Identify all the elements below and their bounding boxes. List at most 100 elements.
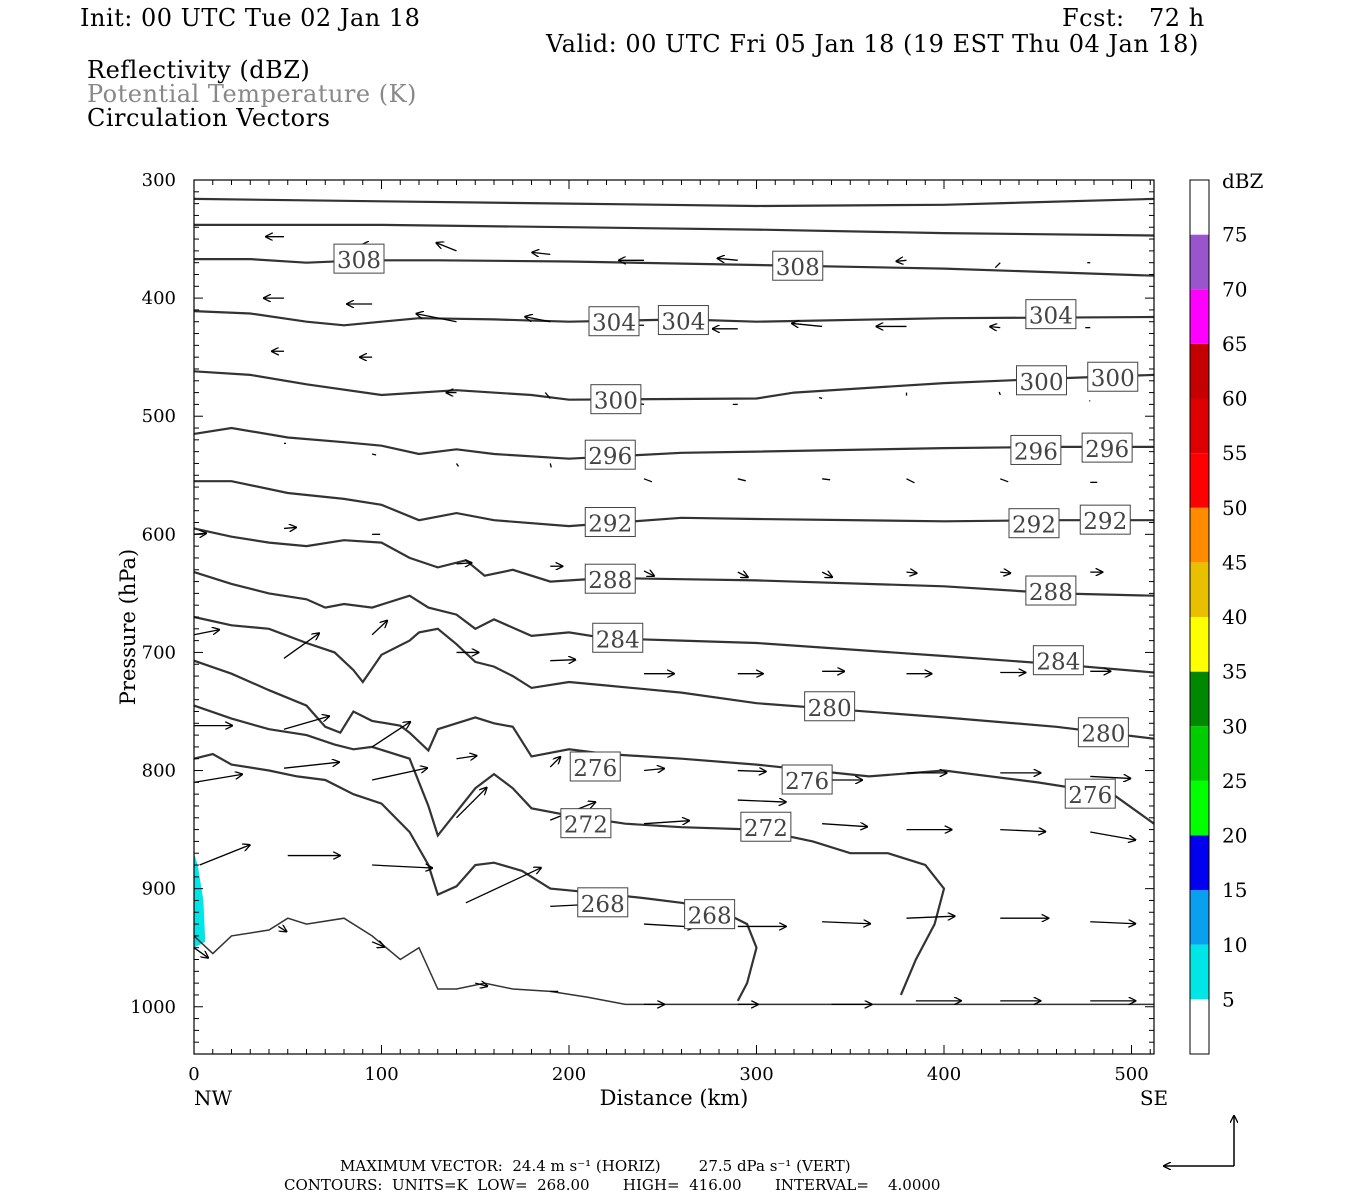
circulation-vector (437, 243, 457, 252)
circulation-vector (550, 660, 575, 661)
contour-label-box (560, 808, 612, 839)
y-tick-label: 500 (142, 406, 176, 427)
circulation-vector (199, 845, 250, 866)
contour-label: 288 (1025, 575, 1077, 606)
circulation-vector (906, 572, 917, 573)
contour-label: 300 (1087, 361, 1139, 392)
contour-label-box (740, 811, 792, 842)
circulation-vector (643, 478, 653, 483)
circulation-vector (906, 478, 915, 484)
circulation-vector (549, 463, 552, 468)
circulation-vector (990, 327, 1001, 328)
circulation-vector (1090, 831, 1135, 840)
contour-label: 308 (772, 250, 824, 281)
contour-label-box (584, 563, 636, 594)
theta-contour-284 (193, 571, 1155, 674)
x-tick-label: 0 (188, 1064, 199, 1085)
contour-label-box (588, 306, 640, 337)
colorbar-band (1190, 890, 1209, 945)
contour-label: 284 (592, 622, 644, 653)
contour-label: 308 (333, 243, 385, 274)
colorbar-label: 70 (1222, 277, 1247, 301)
y-tick-label: 700 (142, 642, 176, 663)
reference-vector-icon (1164, 1116, 1234, 1166)
circulation-vector (371, 722, 410, 748)
contour-label-box (1077, 717, 1129, 748)
nw-label: NW (194, 1086, 233, 1110)
theta-contour-268 (193, 752, 758, 1002)
field-reflectivity: Reflectivity (dBZ) (87, 56, 311, 84)
circulation-vector (1090, 922, 1135, 924)
contour-info-note: CONTOURS: UNITS=K LOW= 268.00 HIGH= 416.… (284, 1176, 941, 1194)
contour-label-box (1081, 432, 1133, 463)
circulation-vector (371, 768, 427, 781)
x-tick-label: 500 (1114, 1064, 1148, 1085)
colorbar-label: 65 (1222, 332, 1247, 356)
circulation-vector (455, 463, 460, 467)
circulation-vector (456, 788, 487, 819)
se-label: SE (1140, 1086, 1168, 1110)
theta-contour-276 (193, 659, 1155, 825)
circulation-vector (737, 800, 786, 802)
colorbar-band (1190, 780, 1209, 836)
contour-label: 276 (781, 764, 833, 795)
theta-contour-288 (193, 527, 1155, 597)
colorbar-band (1190, 999, 1209, 1054)
circulation-vector (283, 633, 319, 659)
colorbar-band (1190, 562, 1209, 617)
colorbar-label: 25 (1222, 769, 1247, 793)
contour-label-text: 280 (1081, 722, 1125, 748)
contour-label: 276 (1064, 778, 1116, 809)
contour-label-text: 304 (592, 311, 636, 337)
contour-label-text: 308 (337, 248, 381, 274)
y-tick-label: 800 (142, 761, 176, 782)
theta-contour-264 (193, 917, 1154, 1006)
contour-label-box (772, 250, 824, 281)
circulation-vector (417, 314, 457, 323)
colorbar-band (1190, 671, 1209, 727)
contour-label-text: 284 (596, 627, 640, 653)
contour-label-text: 296 (588, 444, 632, 470)
contour-label-box (1010, 434, 1062, 465)
colorbar-band (1190, 398, 1209, 454)
contour-label-box (1064, 778, 1116, 809)
theta-contour-272 (193, 704, 946, 996)
circulation-vector (643, 769, 664, 771)
contour-label-box (569, 751, 621, 782)
contour-label: 284 (1032, 645, 1084, 676)
circulation-vector (371, 621, 387, 636)
circulation-vector (737, 478, 746, 482)
y-tick-label: 1000 (130, 997, 176, 1018)
colorbar-label: 75 (1222, 223, 1247, 247)
contour-label: 300 (1016, 365, 1067, 396)
contour-label: 268 (577, 887, 629, 918)
contour-label: 296 (1081, 432, 1133, 463)
contour-label-text: 288 (588, 568, 632, 594)
contour-label-box (333, 243, 385, 274)
contour-label-text: 308 (776, 255, 820, 281)
circulation-vector (278, 926, 286, 931)
circulation-vector (897, 260, 907, 261)
contour-label: 300 (590, 384, 642, 415)
contour-label-box (590, 384, 642, 415)
contour-label-box (584, 507, 636, 538)
circulation-vector (1000, 478, 1009, 483)
circulation-vector (456, 563, 472, 564)
contour-label: 296 (1010, 434, 1062, 465)
theta-contour-280 (193, 615, 1155, 740)
circulation-vector (822, 922, 870, 924)
contour-label: 272 (740, 811, 792, 842)
contour-label-text: 296 (1085, 437, 1129, 463)
circulation-vector (718, 258, 738, 260)
theta-contour-300 (193, 370, 1155, 401)
contour-label: 272 (560, 808, 612, 839)
y-tick-label: 900 (142, 879, 176, 900)
contour-label: 280 (804, 691, 856, 722)
x-tick-label: 300 (739, 1064, 773, 1085)
colorbar-band (1190, 343, 1209, 399)
contour-label-box (577, 887, 629, 918)
theta-contour-292 (194, 480, 1154, 528)
circulation-vector (822, 478, 831, 481)
colorbar-band (1190, 507, 1209, 563)
colorbar-label: 50 (1222, 496, 1247, 520)
